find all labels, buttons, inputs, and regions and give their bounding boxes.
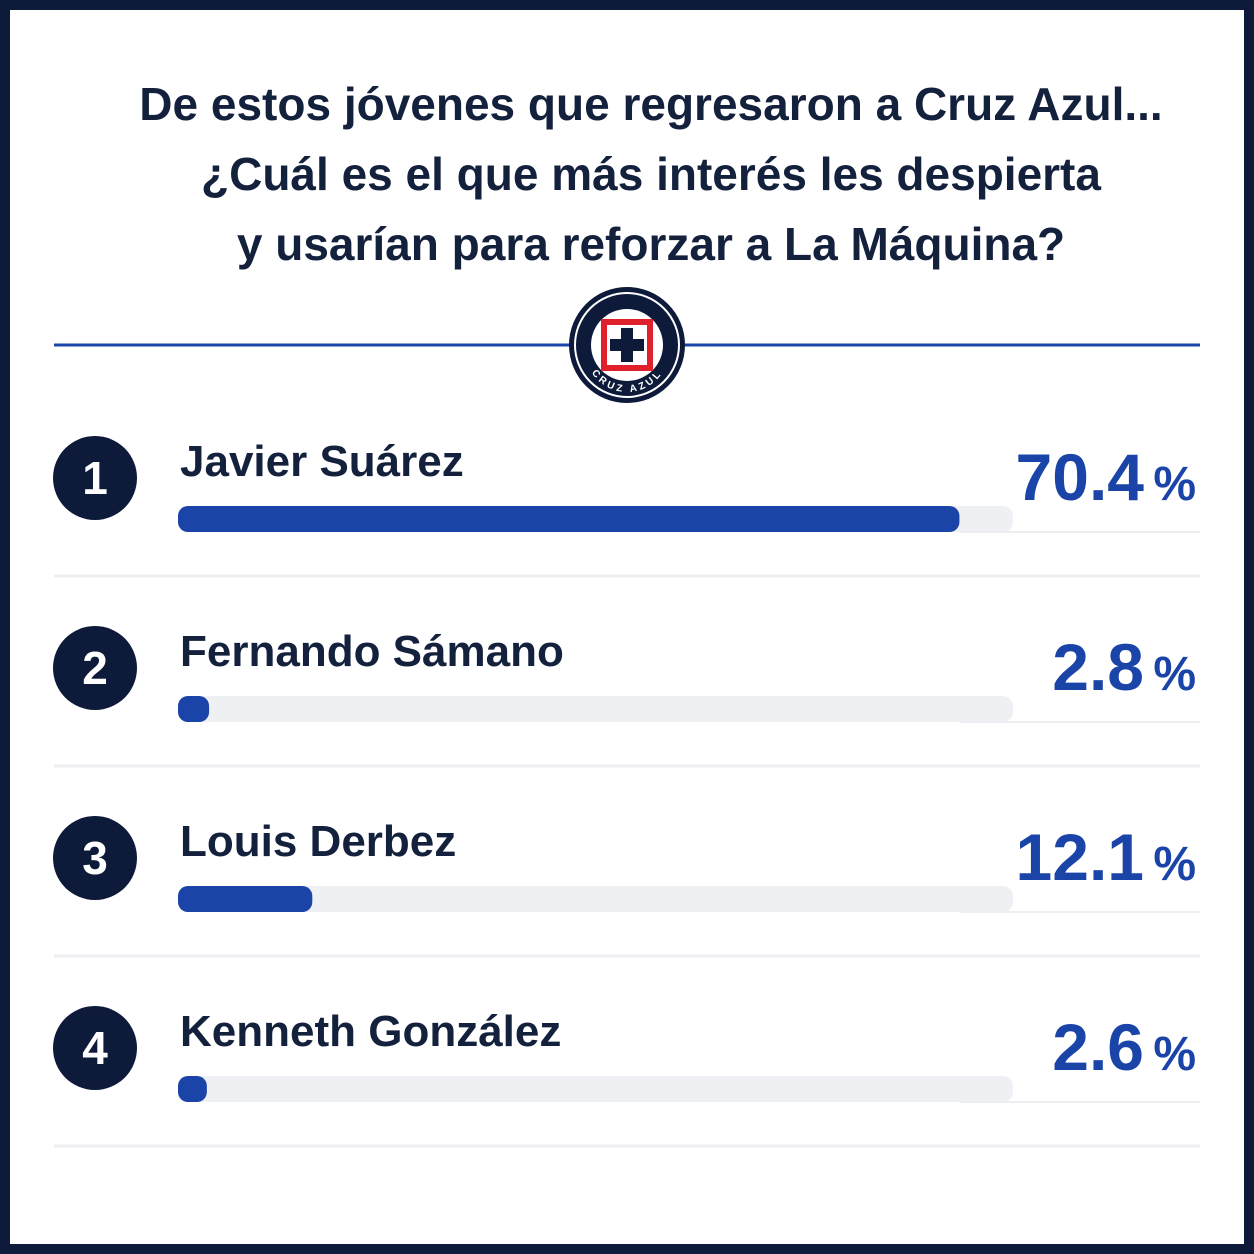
rank-badge [53,626,137,710]
title-line: y usarían para reforzar a La Máquina? [237,218,1065,270]
bar-track [178,1076,1013,1102]
percentage: 70.4 [1016,440,1145,514]
unit: % [1153,648,1196,701]
unit: % [1153,1028,1196,1081]
option-name: Louis Derbez [180,817,456,866]
rank-badge [53,1006,137,1090]
unit: % [1153,838,1196,891]
title-line: De estos jóvenes que regresaron a Cruz A… [139,78,1162,130]
rank-badge [53,816,137,900]
bar-track [178,696,1013,722]
rank-badge [53,436,137,520]
rank-number: 3 [82,832,108,884]
rank-number: 1 [82,452,108,504]
rank-number: 4 [82,1022,108,1074]
bar [178,886,313,912]
rank-number: 2 [82,642,108,694]
bar [178,696,210,722]
option-name: Javier Suárez [180,437,464,486]
option-name: Kenneth González [180,1007,561,1056]
unit: % [1153,458,1196,511]
option-name: Fernando Sámano [180,627,564,676]
bar-track [178,886,1013,912]
percentage: 2.8 [1052,630,1144,704]
percentage: 2.6 [1052,1010,1144,1084]
card [10,10,1244,1244]
bar [178,506,960,532]
bar [178,1076,207,1102]
title-line: ¿Cuál es el que más interés les despiert… [201,148,1101,200]
logo: CRUZ AZUL [569,287,685,403]
percentage: 12.1 [1016,820,1144,894]
